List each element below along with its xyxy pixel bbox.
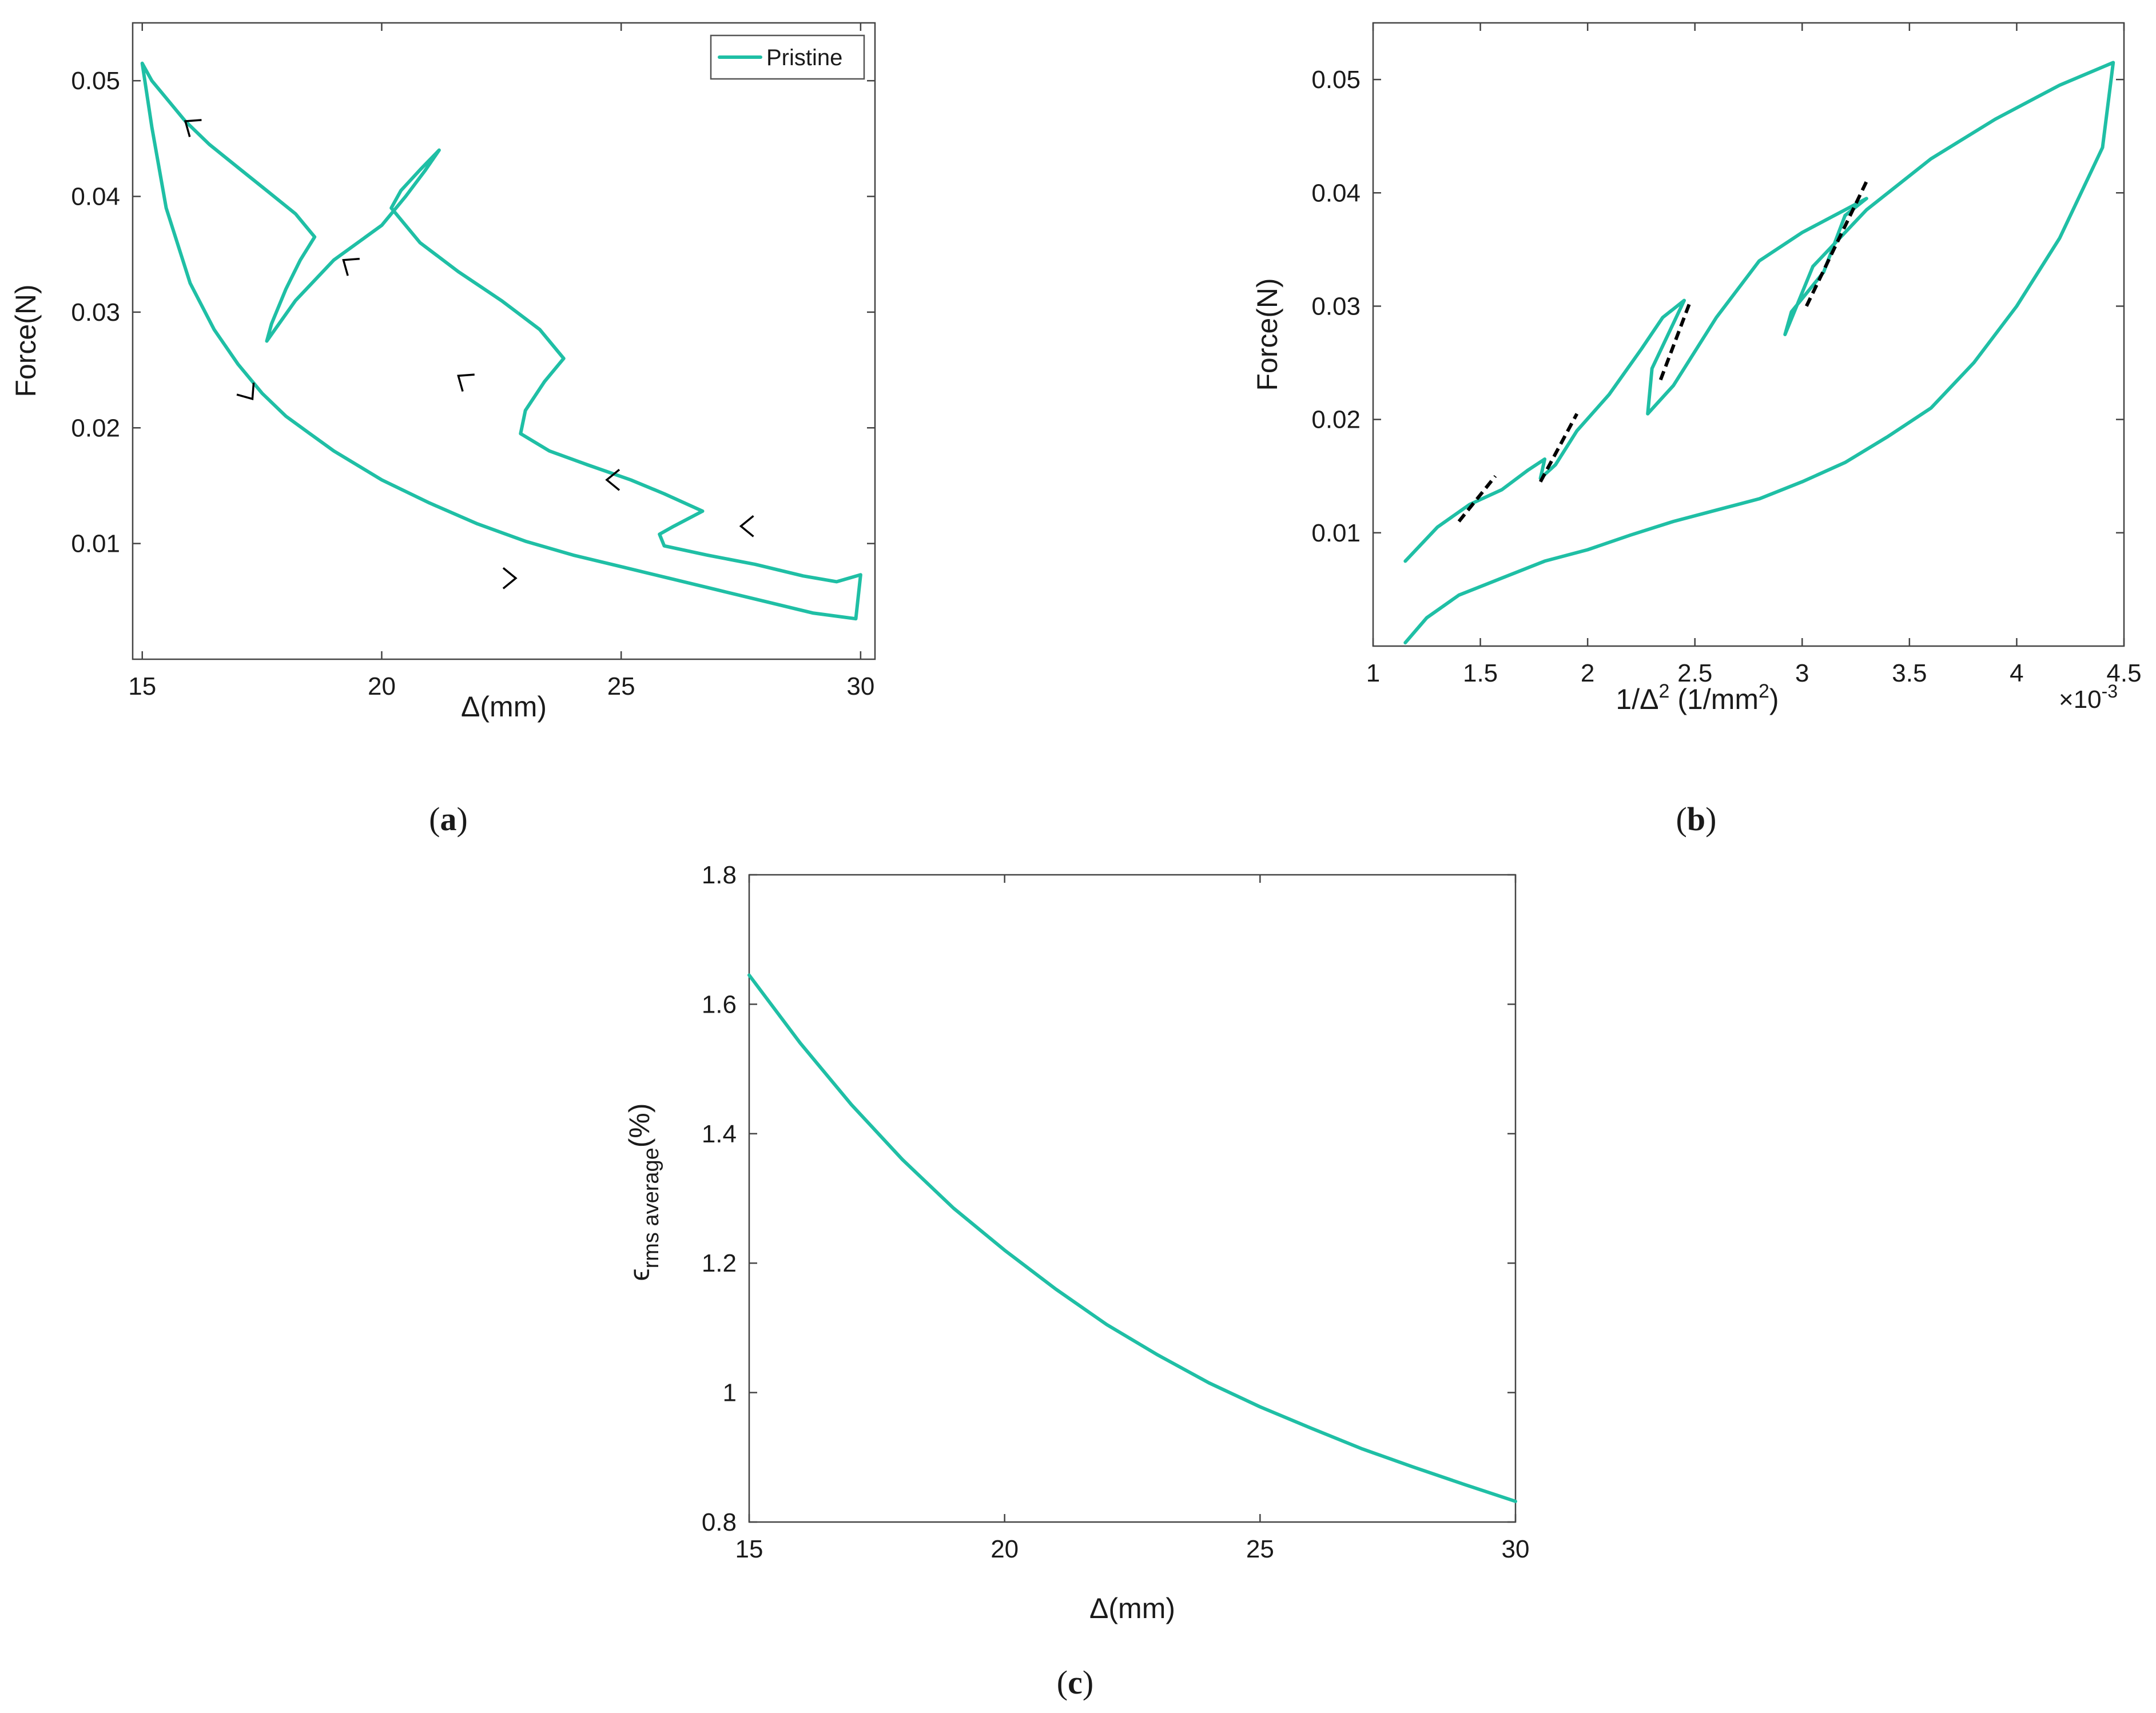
panel-a-series-group <box>140 61 862 621</box>
y-tick-label: 0.02 <box>1311 406 1361 434</box>
y-tick-label: 0.05 <box>71 67 120 95</box>
panel-b-series-group <box>1403 61 2115 645</box>
panel-b-caption-open: ( <box>1676 800 1687 838</box>
x-tick-label: 2 <box>1581 659 1594 687</box>
panel-a-y-ticks: 0.01 0.02 0.03 0.04 0.05 <box>71 67 875 558</box>
y-tick-label: 1 <box>723 1379 737 1407</box>
panel-c-y-axis-label-symbol: ϵ <box>623 1268 655 1281</box>
x-tick-label: 1.5 <box>1463 659 1498 687</box>
x-tick-label: 30 <box>846 672 874 700</box>
direction-arrow-right <box>502 567 518 589</box>
direction-arrow-down-right <box>236 383 255 400</box>
panel-a-x-axis-label: Δ(mm) <box>461 691 547 723</box>
x-tick-label: 1 <box>1366 659 1380 687</box>
y-tick-label: 1.4 <box>702 1120 737 1148</box>
panel-c-caption-letter: c <box>1068 1664 1083 1701</box>
panel-c-y-ticks: 0.8 1 1.2 1.4 1.6 1.8 <box>702 861 1515 1536</box>
y-tick-label: 1.8 <box>702 861 737 889</box>
panel-a-caption: (a) <box>429 800 468 838</box>
panel-c-plot-area <box>748 874 1517 1523</box>
panel-b-caption-letter: b <box>1687 800 1705 838</box>
panel-a-caption-close: ) <box>457 800 468 838</box>
y-tick-label: 0.8 <box>702 1508 737 1536</box>
panel-b-caption-close: ) <box>1705 800 1716 838</box>
series-line-pristine <box>140 61 862 621</box>
panel-a-caption-open: ( <box>429 800 440 838</box>
x-tick-label: 4.5 <box>2106 659 2141 687</box>
y-tick-label: 0.01 <box>1311 519 1361 547</box>
panel-b-caption: (b) <box>1676 800 1717 838</box>
y-tick-label: 1.2 <box>702 1249 737 1277</box>
y-tick-label: 1.6 <box>702 990 737 1018</box>
panel-c-series-group <box>747 973 1517 1503</box>
panel-b-y-axis-label: Force(N) <box>1251 278 1283 391</box>
linear-fit-line <box>1538 413 1579 483</box>
x-tick-label: 3 <box>1795 659 1809 687</box>
panel-c-y-axis-label-unit: (%) <box>623 1103 655 1148</box>
panel-b-x-ticks: 1 1.5 2 2.5 3 3.5 4 4.5 <box>1366 23 2142 687</box>
panel-a-y-axis-label: Force(N) <box>10 284 42 397</box>
panel-b-x-axis-label-close: ) <box>1769 683 1779 715</box>
panel-b-x-axis-label: 1/Δ2 (1/mm2) <box>1616 680 1779 715</box>
panel-a-legend-label: Pristine <box>766 45 842 70</box>
panel-b-x-scale-exp: -3 <box>2102 681 2118 702</box>
x-tick-label: 20 <box>368 672 396 700</box>
x-tick-label: 4 <box>2010 659 2023 687</box>
x-tick-label: 3.5 <box>1892 659 1927 687</box>
panel-c-caption-open: ( <box>1057 1664 1068 1701</box>
y-tick-label: 0.01 <box>71 530 120 558</box>
direction-arrow-up-left <box>184 119 202 137</box>
y-tick-label: 0.02 <box>71 414 120 442</box>
y-tick-label: 0.05 <box>1311 66 1361 94</box>
x-tick-label: 15 <box>128 672 156 700</box>
x-tick-label: 25 <box>1246 1535 1274 1563</box>
x-tick-label: 20 <box>991 1535 1019 1563</box>
direction-arrow-left <box>739 515 754 537</box>
panel-a-chart: 15 20 25 30 0.01 0.02 0.03 0.04 0.05 Pristine Δ… <box>10 22 876 838</box>
series-line-pristine <box>1403 61 2115 645</box>
direction-arrow-up-left <box>342 257 360 276</box>
direction-arrow-up-left <box>457 373 475 392</box>
linear-fit-line <box>1457 475 1497 523</box>
panel-a-legend: Pristine <box>710 34 865 80</box>
panel-c-caption: (c) <box>1057 1664 1093 1701</box>
y-tick-label: 0.04 <box>71 183 120 211</box>
panel-a-caption-letter: a <box>440 800 457 838</box>
panel-c-caption-close: ) <box>1083 1664 1093 1701</box>
panel-b-y-ticks: 0.01 0.02 0.03 0.04 0.05 <box>1311 66 2124 547</box>
y-tick-label: 0.04 <box>1311 179 1361 207</box>
direction-arrow-left <box>605 468 620 491</box>
panel-c-x-ticks: 15 20 25 30 <box>735 875 1530 1563</box>
panel-b-chart: 1 1.5 2 2.5 3 3.5 4 4.5 0.01 0.02 0.03 0.04 0.05 1/… <box>1251 22 2142 838</box>
x-tick-label: 30 <box>1502 1535 1530 1563</box>
x-tick-label: 2.5 <box>1677 659 1712 687</box>
panel-b-x-axis-label-exp: 2 <box>1659 680 1670 702</box>
panel-b-x-scale-note: ×10-3 <box>2059 681 2118 714</box>
panel-c-chart: 15 20 25 30 0.8 1 1.2 1.4 1.6 1.8 Δ(mm) ϵrms ave… <box>623 861 1529 1701</box>
panel-a-plot-area <box>132 22 876 660</box>
panel-c-y-axis-label-sub: rms average <box>639 1148 663 1268</box>
panel-b-x-axis-label-unit: (1/mm <box>1669 683 1759 715</box>
panel-a-direction-arrows <box>184 119 754 589</box>
x-tick-label: 15 <box>735 1535 763 1563</box>
panel-b-x-axis-label-base: 1/Δ <box>1616 683 1658 715</box>
panel-b-plot-area <box>1372 22 2125 647</box>
panel-c-y-axis-label: ϵrms average(%) <box>623 1103 663 1281</box>
linear-fit-line <box>1805 181 1868 307</box>
y-tick-label: 0.03 <box>1311 292 1361 320</box>
panel-b-x-axis-label-unit-exp: 2 <box>1759 680 1769 702</box>
panel-c-x-axis-label: Δ(mm) <box>1089 1592 1175 1624</box>
panel-a-x-ticks: 15 20 25 30 <box>128 23 874 700</box>
panel-b-x-scale-prefix: ×10 <box>2059 686 2102 714</box>
x-tick-label: 25 <box>607 672 635 700</box>
y-tick-label: 0.03 <box>71 298 120 326</box>
panel-b-fit-lines <box>1457 181 1868 523</box>
series-line-pristine <box>747 973 1517 1503</box>
